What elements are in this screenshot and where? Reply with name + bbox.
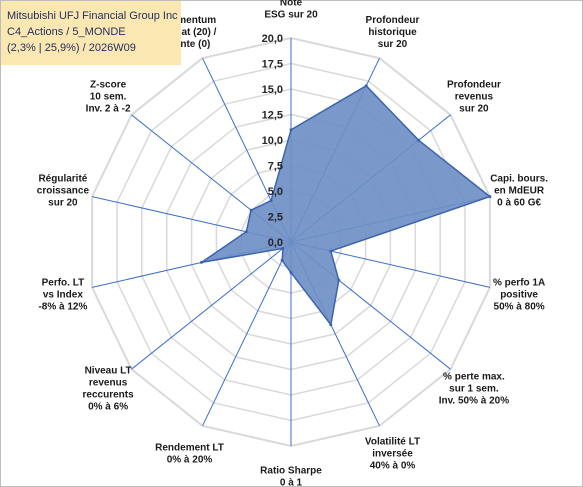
axis-label-11: Régularité croissance sur 20 bbox=[37, 174, 90, 209]
tick-label-3: 7,5 bbox=[268, 161, 283, 173]
series-point-13 bbox=[269, 199, 273, 203]
tick-label-4: 10,0 bbox=[262, 135, 283, 147]
axis-label-2: Profondeur revenus sur 20 bbox=[447, 80, 501, 115]
series-point-1 bbox=[364, 84, 368, 88]
series-point-2 bbox=[417, 138, 421, 142]
spoke-9 bbox=[131, 241, 292, 370]
series-point-4 bbox=[329, 249, 333, 253]
axis-label-5: % perte max. sur 1 sem. Inv. 50% à 20% bbox=[439, 372, 510, 407]
title-line-category: C4_Actions / 5_MONDE bbox=[7, 26, 126, 38]
title-line-company: Mitsubishi UFJ Financial Group Inc bbox=[7, 10, 178, 22]
axis-label-7: Ratio Sharpe 0 à 1 bbox=[260, 466, 322, 487]
series-point-10 bbox=[200, 260, 203, 264]
axis-label-8: Rendement LT 0% à 20% bbox=[155, 442, 224, 465]
title-line-week: (2,3% | 25,9%) / 2026W09 bbox=[7, 42, 136, 54]
tick-label-6: 15,0 bbox=[262, 84, 283, 96]
radar-series bbox=[200, 84, 492, 327]
axis-label-6: Volatilité LT inversée 40% à 0% bbox=[365, 436, 420, 471]
series-point-0 bbox=[289, 128, 293, 132]
tick-label-5: 12,5 bbox=[262, 110, 283, 122]
axis-label-12: Z-score 10 sem. Inv. 2 à -2 bbox=[86, 80, 131, 115]
radar-axis-labels: Note ESG sur 20 Profondeur historique sur 20… bbox=[37, 0, 548, 487]
tick-label-7: 17,5 bbox=[262, 59, 283, 71]
chart-title-box: Mitsubishi UFJ Financial Group Inc C4_Ac… bbox=[1, 1, 181, 65]
tick-label-8: 20,0 bbox=[262, 33, 283, 45]
axis-label-9: Niveau LT revenus reccurents 0% à 6% bbox=[83, 366, 135, 413]
series-point-12 bbox=[249, 208, 253, 212]
series-point-5 bbox=[337, 278, 341, 282]
axis-label-13: Momentum Achat (20) / Vente (0) bbox=[163, 15, 217, 50]
series-point-6 bbox=[329, 323, 333, 327]
series-point-3 bbox=[488, 195, 492, 199]
axis-label-4: % perfo 1A positive 50% à 80% bbox=[493, 278, 545, 313]
spoke-8 bbox=[202, 241, 292, 427]
axis-label-10: Perfo. LT vs Index -8% à 12% bbox=[38, 278, 87, 313]
series-point-7 bbox=[289, 271, 293, 275]
series-point-9 bbox=[281, 246, 285, 250]
radar-tick-labels: 0,0 2,5 5,0 7,5 10,0 12,5 15,0 17,5 20,0 bbox=[262, 33, 283, 249]
tick-label-1: 2,5 bbox=[268, 212, 283, 224]
axis-label-0: Note ESG sur 20 bbox=[264, 0, 318, 21]
tick-label-0: 0,0 bbox=[268, 237, 283, 249]
axis-label-1: Profondeur historique sur 20 bbox=[366, 15, 420, 50]
tick-label-2: 5,0 bbox=[268, 186, 283, 198]
series-point-8 bbox=[280, 258, 284, 262]
series-point-11 bbox=[244, 230, 248, 234]
axis-label-3: Capi. bours. en MdEUR 0 à 60 G€ bbox=[490, 174, 548, 209]
